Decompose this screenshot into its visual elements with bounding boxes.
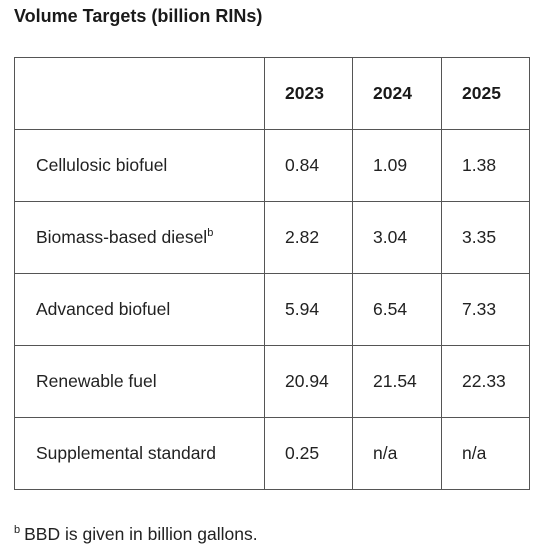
table-cell: 1.38 [441,129,530,202]
row-label-text: Biomass-based diesel [36,227,208,247]
column-header-2023: 2023 [264,57,353,130]
row-label: Biomass-based dieselb [14,201,265,274]
table-row: Supplemental standard 0.25 n/a n/a [14,417,530,490]
row-label-text: Advanced biofuel [36,299,171,319]
row-label-text: Renewable fuel [36,371,157,391]
row-label: Cellulosic biofuel [14,129,265,202]
table-cell: 21.54 [352,345,442,418]
table-cell: 22.33 [441,345,530,418]
table-cell: 3.04 [352,201,442,274]
table-cell: n/a [441,417,530,490]
volume-targets-table: 2023 2024 2025 Cellulosic biofuel 0.84 1… [14,57,530,490]
table-title: Volume Targets (billion RINs) [14,6,263,26]
table-row: Advanced biofuel 5.94 6.54 7.33 [14,273,530,346]
column-header-2025: 2025 [441,57,530,130]
corner-cell [14,57,265,130]
footnote-marker: b [14,524,21,536]
footnote-marker: b [207,227,214,239]
table-cell: 0.25 [264,417,353,490]
row-label-text: Cellulosic biofuel [36,155,168,175]
table-cell: 6.54 [352,273,442,346]
table-row: Cellulosic biofuel 0.84 1.09 1.38 [14,129,530,202]
footnote: b BBD is given in billion gallons. [14,524,258,545]
table-cell: 0.84 [264,129,353,202]
table-header-row: 2023 2024 2025 [14,57,530,130]
table-row: Renewable fuel 20.94 21.54 22.33 [14,345,530,418]
table-cell: 7.33 [441,273,530,346]
table-row: Biomass-based dieselb 2.82 3.04 3.35 [14,201,530,274]
table-cell: 1.09 [352,129,442,202]
row-label: Renewable fuel [14,345,265,418]
row-label: Advanced biofuel [14,273,265,346]
table-cell: 2.82 [264,201,353,274]
table-cell: n/a [352,417,442,490]
table-cell: 5.94 [264,273,353,346]
row-label: Supplemental standard [14,417,265,490]
column-header-2024: 2024 [352,57,442,130]
table-cell: 20.94 [264,345,353,418]
footnote-text: BBD is given in billion gallons. [24,524,258,544]
row-label-text: Supplemental standard [36,443,216,463]
table-cell: 3.35 [441,201,530,274]
